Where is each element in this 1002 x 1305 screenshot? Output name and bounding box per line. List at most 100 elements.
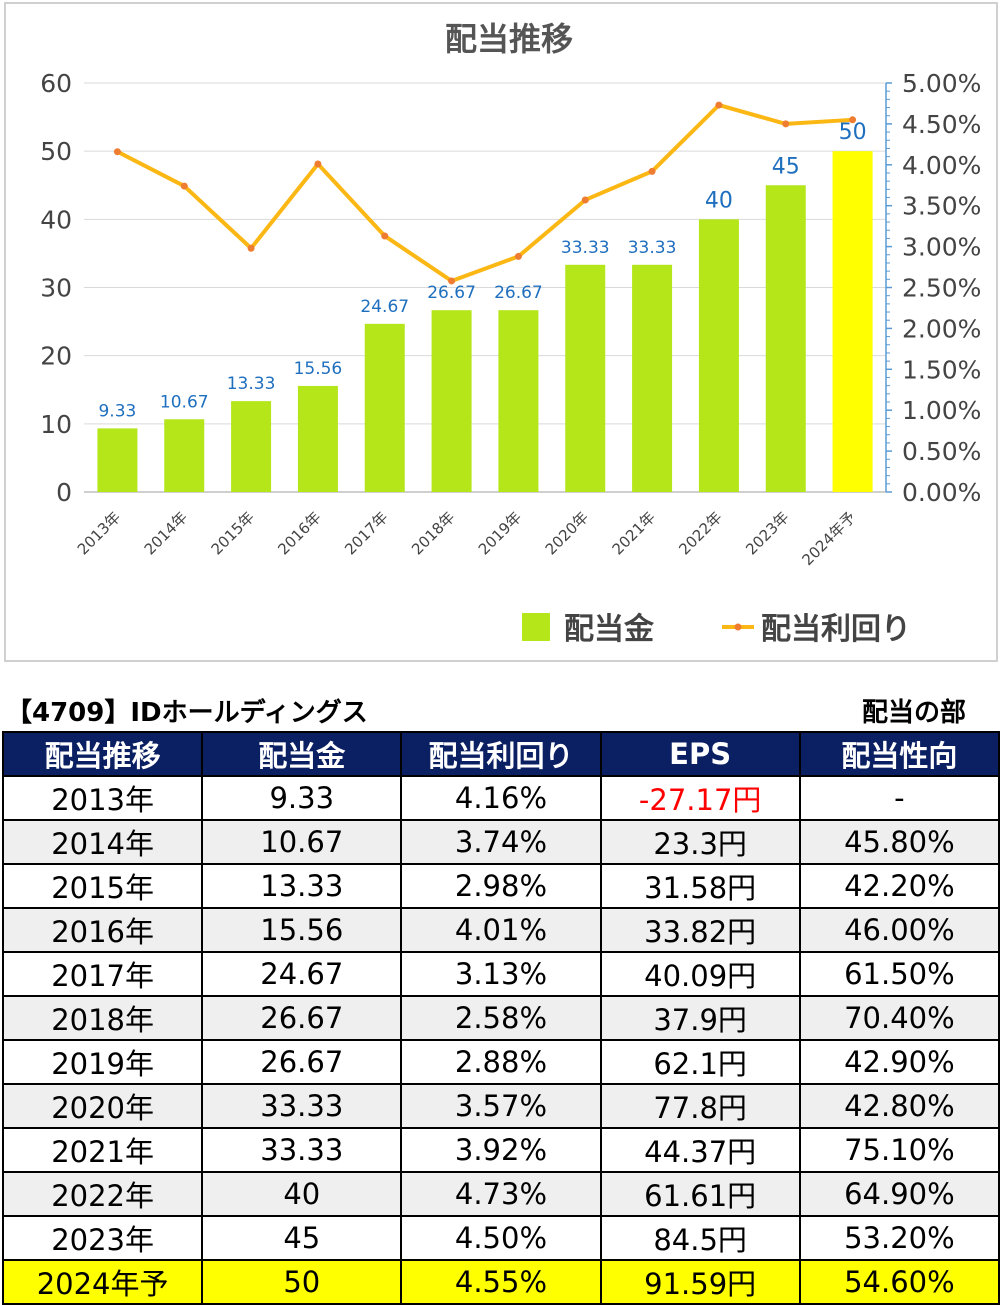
cell-yield: 2.58% bbox=[400, 995, 602, 1041]
cell-eps: 61.61円 bbox=[599, 1171, 801, 1217]
x-tick-label: 2019年 bbox=[475, 508, 525, 558]
yield-point bbox=[514, 252, 522, 260]
x-tick-label: 2020年 bbox=[542, 508, 592, 558]
cell-payout: 61.50% bbox=[798, 951, 1001, 997]
bar-data-label: 10.67 bbox=[160, 392, 209, 412]
cell-yield: 2.88% bbox=[400, 1039, 602, 1085]
cell-eps: 77.8円 bbox=[599, 1083, 801, 1129]
bar bbox=[632, 264, 673, 492]
yield-point bbox=[782, 120, 790, 128]
cell-yield: 3.92% bbox=[400, 1127, 602, 1173]
cell-dividend: 9.33 bbox=[201, 775, 403, 821]
header-eps: EPS bbox=[599, 731, 801, 777]
cell-eps: 37.9円 bbox=[599, 995, 801, 1041]
yield-point bbox=[715, 101, 723, 109]
cell-yield: 3.57% bbox=[400, 1083, 602, 1129]
bar-data-label: 13.33 bbox=[227, 374, 276, 394]
header-yield: 配当利回り bbox=[400, 731, 602, 777]
y-tick-label: 30 bbox=[40, 274, 72, 303]
cell-dividend: 13.33 bbox=[201, 863, 403, 909]
y2-tick-label: 2.50% bbox=[902, 274, 981, 303]
cell-year: 2023年 bbox=[1, 1215, 204, 1261]
table-row: 2019年 26.67 2.88% 62.1円 42.90% bbox=[1, 1039, 1001, 1085]
yield-point bbox=[448, 277, 456, 285]
legend-swatch-dividend bbox=[522, 613, 550, 641]
cell-dividend: 45 bbox=[201, 1215, 403, 1261]
cell-payout: 46.00% bbox=[798, 907, 1001, 953]
x-tick-label: 2018年 bbox=[408, 508, 458, 558]
cell-year: 2021年 bbox=[1, 1127, 204, 1173]
cell-dividend: 15.56 bbox=[201, 907, 403, 953]
cell-year: 2020年 bbox=[1, 1083, 204, 1129]
bar bbox=[765, 185, 806, 492]
header-dividend: 配当金 bbox=[201, 731, 403, 777]
cell-payout: 64.90% bbox=[798, 1171, 1001, 1217]
table-row: 2021年 33.33 3.92% 44.37円 75.10% bbox=[1, 1127, 1001, 1173]
cell-yield: 4.01% bbox=[400, 907, 602, 953]
y2-tick-label: 2.00% bbox=[902, 314, 981, 343]
table-row: 2016年 15.56 4.01% 33.82円 46.00% bbox=[1, 907, 1001, 953]
yield-point bbox=[247, 244, 255, 252]
cell-eps: 44.37円 bbox=[599, 1127, 801, 1173]
x-tick-label: 2023年 bbox=[742, 508, 792, 558]
x-tick-label: 2013年 bbox=[74, 508, 124, 558]
table-row: 2014年 10.67 3.74% 23.3円 45.80% bbox=[1, 819, 1001, 865]
dividend-chart: 配当推移 0 10 20 30 40 50 60 0.00% 0.50% 1.00% 1.50% 2.0… bbox=[40, 20, 981, 647]
bar bbox=[231, 401, 272, 492]
bar-data-label: 50 bbox=[839, 120, 867, 145]
bar bbox=[97, 428, 138, 492]
cell-dividend: 24.67 bbox=[201, 951, 403, 997]
header-payout: 配当性向 bbox=[798, 731, 1001, 777]
cell-payout: 54.60% bbox=[798, 1259, 1001, 1305]
cell-dividend: 33.33 bbox=[201, 1127, 403, 1173]
cell-yield: 4.50% bbox=[400, 1215, 602, 1261]
legend-label-yield: 配当利回り bbox=[761, 612, 911, 647]
chart-title: 配当推移 bbox=[445, 20, 573, 58]
x-tick-label: 2016年 bbox=[274, 508, 324, 558]
bar bbox=[297, 385, 338, 492]
bar-data-label: 24.67 bbox=[360, 297, 409, 317]
yield-point bbox=[849, 116, 857, 124]
table-row: 2013年 9.33 4.16% -27.17円 - bbox=[1, 775, 1001, 821]
cell-payout: 42.90% bbox=[798, 1039, 1001, 1085]
table-row: 2015年 13.33 2.98% 31.58円 42.20% bbox=[1, 863, 1001, 909]
bar bbox=[164, 419, 205, 492]
bar bbox=[498, 310, 539, 492]
cell-eps: 91.59円 bbox=[599, 1259, 801, 1305]
x-tick-label: 2021年 bbox=[609, 508, 659, 558]
yield-point bbox=[314, 160, 322, 168]
bar bbox=[698, 219, 739, 493]
y-tick-label: 40 bbox=[40, 205, 72, 234]
bar bbox=[431, 310, 472, 492]
x-tick-label: 2017年 bbox=[341, 508, 391, 558]
cell-payout: 42.80% bbox=[798, 1083, 1001, 1129]
legend-label-dividend: 配当金 bbox=[564, 612, 655, 647]
cell-dividend: 26.67 bbox=[201, 995, 403, 1041]
bar-data-label: 33.33 bbox=[561, 238, 610, 258]
y2-tick-label: 5.00% bbox=[902, 69, 981, 98]
cell-dividend: 50 bbox=[201, 1259, 403, 1305]
cell-eps: 84.5円 bbox=[599, 1215, 801, 1261]
cell-dividend: 26.67 bbox=[201, 1039, 403, 1085]
y2-tick-label: 4.00% bbox=[902, 151, 981, 180]
cell-year: 2019年 bbox=[1, 1039, 204, 1085]
chart-panel: 配当推移 0 10 20 30 40 50 60 0.00% 0.50% 1.00% 1.50% 2.0… bbox=[4, 2, 998, 662]
cell-year: 2013年 bbox=[1, 775, 204, 821]
cell-year: 2022年 bbox=[1, 1171, 204, 1217]
x-tick-label: 2022年 bbox=[675, 508, 725, 558]
bar-data-label: 15.56 bbox=[294, 359, 343, 379]
y2-tick-label: 0.50% bbox=[902, 437, 981, 466]
dividend-table: 配当推移 配当金 配当利回り EPS 配当性向 2013年 9.33 4.16% -2… bbox=[1, 731, 1001, 1305]
yield-point bbox=[581, 196, 589, 204]
y-tick-label: 60 bbox=[40, 69, 72, 98]
yield-point bbox=[648, 167, 656, 175]
cell-payout: 42.20% bbox=[798, 863, 1001, 909]
table-row: 2023年 45 4.50% 84.5円 53.20% bbox=[1, 1215, 1001, 1261]
cell-yield: 4.73% bbox=[400, 1171, 602, 1217]
cell-payout: 75.10% bbox=[798, 1127, 1001, 1173]
cell-year: 2015年 bbox=[1, 863, 204, 909]
cell-year: 2016年 bbox=[1, 907, 204, 953]
cell-dividend: 40 bbox=[201, 1171, 403, 1217]
table-row: 2024年予 50 4.55% 91.59円 54.60% bbox=[1, 1259, 1001, 1305]
cell-eps: 23.3円 bbox=[599, 819, 801, 865]
